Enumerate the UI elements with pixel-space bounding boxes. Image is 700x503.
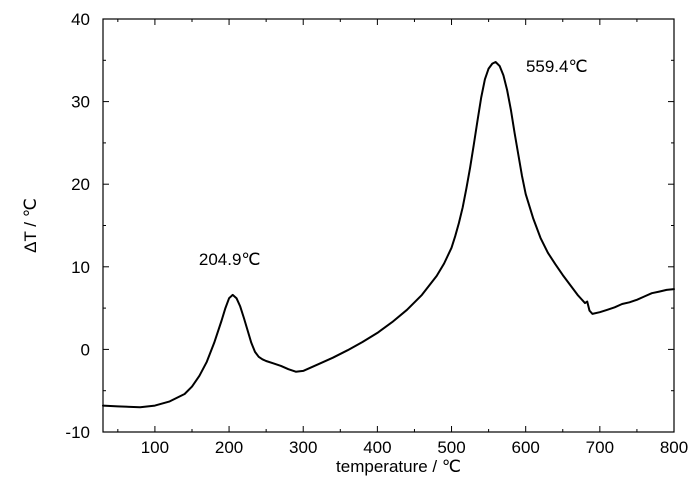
peak-annotation: 204.9℃	[199, 250, 261, 269]
x-tick-label: 700	[586, 438, 614, 457]
x-tick-label: 800	[660, 438, 688, 457]
x-tick-label: 100	[141, 438, 169, 457]
x-tick-label: 500	[437, 438, 465, 457]
y-tick-label: 10	[71, 258, 90, 277]
y-tick-label: 40	[71, 10, 90, 29]
y-axis-title: ΔT / ℃	[21, 198, 40, 253]
plot-frame	[102, 18, 675, 433]
x-tick-label: 300	[289, 438, 317, 457]
peak-annotation: 559.4℃	[526, 57, 588, 76]
dta-curve	[102, 61, 675, 409]
x-tick-label: 600	[512, 438, 540, 457]
y-tick-label: 30	[71, 93, 90, 112]
y-tick-label: -10	[65, 423, 90, 442]
x-tick-label: 200	[215, 438, 243, 457]
y-tick-label: 20	[71, 175, 90, 194]
y-tick-label: 0	[81, 340, 90, 359]
x-axis-title: temperature / ℃	[336, 457, 461, 476]
x-tick-label: 400	[363, 438, 391, 457]
